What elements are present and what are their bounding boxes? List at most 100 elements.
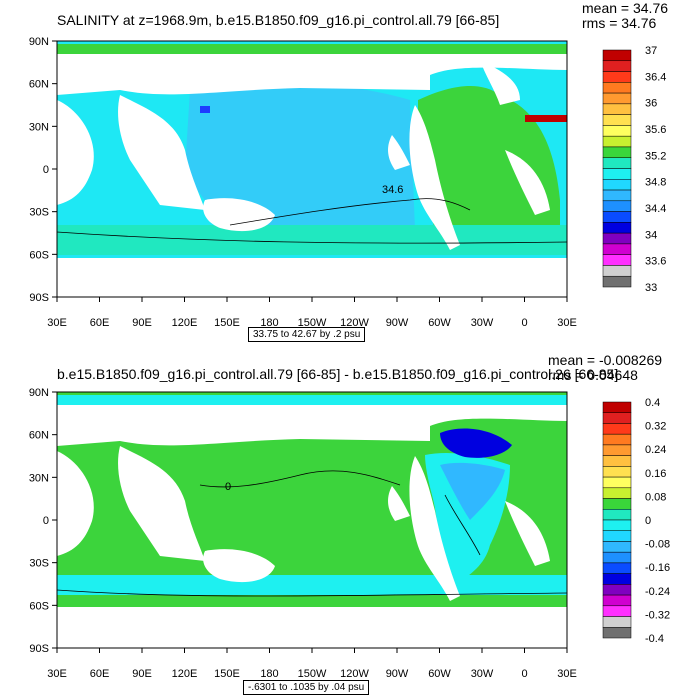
panel1-contour-line <box>229 198 471 226</box>
panel1-colorbar-swatch <box>602 254 632 266</box>
panel1-colorbar-swatch <box>602 179 632 191</box>
panel1-colorbar-swatch <box>602 103 632 115</box>
panel1-colorbar-label: 36 <box>645 98 657 110</box>
panel2-colorbar-label: 0.16 <box>645 468 666 480</box>
panel2-colorbar-swatch <box>602 509 632 521</box>
panel1-colorbar-swatch <box>602 243 632 255</box>
panel1-contour-info: 33.75 to 42.67 by .2 psu <box>248 327 366 342</box>
panel2-colorbar-swatch <box>602 519 632 531</box>
panel1-colorbar-label: 34 <box>645 229 657 241</box>
panel1-blue-patch <box>200 106 210 113</box>
panel1-lat-label: 0 <box>43 164 49 176</box>
panel2-colorbar-swatch <box>602 476 632 489</box>
panel2-title: b.e15.B1850.f09_g16.pi_control.all.79 [6… <box>57 366 619 382</box>
panel2-lon-label: 150W <box>298 668 327 680</box>
panel2-colorbar-swatch <box>602 433 632 446</box>
panel1-colorbar-label: 36.4 <box>645 71 666 83</box>
panel1-colorbar-label: 33.6 <box>645 256 666 268</box>
panel1-lon-label: 30W <box>471 317 494 329</box>
panel1-lon-label: 60E <box>90 317 110 329</box>
panel1-southern-band <box>57 225 567 255</box>
panel1-title: SALINITY at z=1968.9m, b.e15.B1850.f09_g… <box>57 12 500 28</box>
panel1-contour-label: 34.6 <box>382 184 403 196</box>
panel2-colorbar-swatch <box>602 605 632 617</box>
panel2-lon-label: 60E <box>90 668 110 680</box>
panel2-colorbar-swatch <box>602 573 632 585</box>
panel1-colorbar-swatch <box>602 275 632 288</box>
panel1-colorbar-swatch <box>602 232 632 245</box>
panel2-contour-label: 0 <box>225 481 231 493</box>
panel2-colorbar-label: 0.08 <box>645 491 666 503</box>
panel1-lon-axis: 30E 60E 90E 120E 150E 180 150W 120W 90W 60W 30W 0 30… <box>47 297 577 329</box>
panel1-colorbar-swatch <box>602 211 632 223</box>
panel1-contour-line-south <box>56 231 568 244</box>
panel2-colorbar-swatch <box>602 423 632 435</box>
panel1-rms: rms = 34.76 <box>582 15 657 31</box>
panel2-colorbar-swatch <box>602 562 632 574</box>
panel2-colorbar-swatch <box>602 541 632 553</box>
panel2-colorbar-label: -0.16 <box>645 562 670 574</box>
panel2-atlantic-blue <box>440 462 505 520</box>
panel2-lon-label: 90E <box>132 668 152 680</box>
panel1-lon-label: 30E <box>47 317 67 329</box>
panel2-colorbar-swatch <box>602 594 632 607</box>
panel2-colorbar-swatch <box>602 401 632 413</box>
panel2-lon-label: 120E <box>172 668 198 680</box>
panel1-atlantic-field <box>418 85 560 241</box>
panel2-lat-label: 30S <box>29 558 49 570</box>
panel1-colorbar-swatch <box>602 265 632 277</box>
panel2-lon-label: 90W <box>386 668 409 680</box>
panel2-map: 0 90N 60N 30N 0 30S 60S 90S 30E 60E 90E 120E 150E 1… <box>29 387 670 680</box>
panel2-lat-label: 90S <box>29 643 49 655</box>
panel2-colorbar-swatch <box>602 498 632 510</box>
panel2-lon-label: 30W <box>471 668 494 680</box>
panel1-colorbar-swatch <box>602 92 632 105</box>
panel2-lon-label: 30E <box>47 668 67 680</box>
panel2-colorbar-label: 0.24 <box>645 444 666 456</box>
panel1-colorbar-label: 33 <box>645 282 657 294</box>
panel2-land <box>57 405 567 648</box>
panel2-colorbar-label: 0.4 <box>645 397 660 409</box>
panel2-colorbar-label: 0 <box>645 515 651 527</box>
panel2-colorbar-swatch <box>602 487 632 499</box>
panel2-contour-line-3 <box>444 494 481 556</box>
panel1-colorbar-swatch <box>602 135 632 148</box>
panel1-med-outflow <box>525 115 567 122</box>
panel2-colorbar-swatch <box>602 530 632 542</box>
panel2-colorbar-label: -0.08 <box>645 539 670 551</box>
panel1-lon-label: 90E <box>132 317 152 329</box>
panel2-colorbar-swatch <box>602 466 632 478</box>
panel1-lon-label: 120E <box>172 317 198 329</box>
panel2-colorbar-swatch <box>602 412 632 424</box>
panel2-lon-label: 180 <box>260 668 278 680</box>
panel2-colorbar-swatch <box>602 627 632 639</box>
panel2-southern-band <box>57 575 567 595</box>
panel2-colorbar-label: -0.32 <box>645 609 670 621</box>
panel1-lat-label: 90N <box>29 36 49 48</box>
panel2-colorbar-swatch <box>602 551 632 564</box>
panel1-colorbar-swatch <box>602 168 632 180</box>
panel2-lon-axis: 30E 60E 90E 120E 150E 180 150W 120W 90W 60W 30W 0 30… <box>47 648 577 680</box>
panel1-lon-label: 120W <box>340 317 369 329</box>
panel2-colorbar-swatch <box>602 444 632 456</box>
panel2-lat-label: 0 <box>43 515 49 527</box>
panel2-colorbar-label: -0.24 <box>645 586 670 598</box>
panel1-colorbar-swatch <box>602 49 632 62</box>
panel2-lat-label: 60N <box>29 430 49 442</box>
panel1-colorbar: 37 36.4 36 35.6 35.2 34.8 34.4 34 33.6 33 <box>602 45 666 294</box>
panel1-colorbar-label: 37 <box>645 45 657 57</box>
panel1-lat-label: 90S <box>29 292 49 304</box>
panel2-colorbar-label: 0.32 <box>645 421 666 433</box>
panel1-colorbar-swatch <box>602 189 632 202</box>
panel2-lon-label: 0 <box>521 668 527 680</box>
panel1-lon-label: 90W <box>386 317 409 329</box>
panel2-colorbar-swatch <box>602 616 632 628</box>
panel1-mean: mean = 34.76 <box>582 0 669 16</box>
panel1-lon-label: 150E <box>214 317 240 329</box>
panel2-lon-label: 60W <box>428 668 451 680</box>
panel2-lat-axis: 90N 60N 30N 0 30S 60S 90S <box>29 387 57 655</box>
panel2-contour-line-2 <box>56 589 568 597</box>
panel1-colorbar-label: 35.6 <box>645 124 666 136</box>
panel1-colorbar-swatch <box>602 157 632 169</box>
panel1-colorbar-swatch <box>602 71 632 83</box>
